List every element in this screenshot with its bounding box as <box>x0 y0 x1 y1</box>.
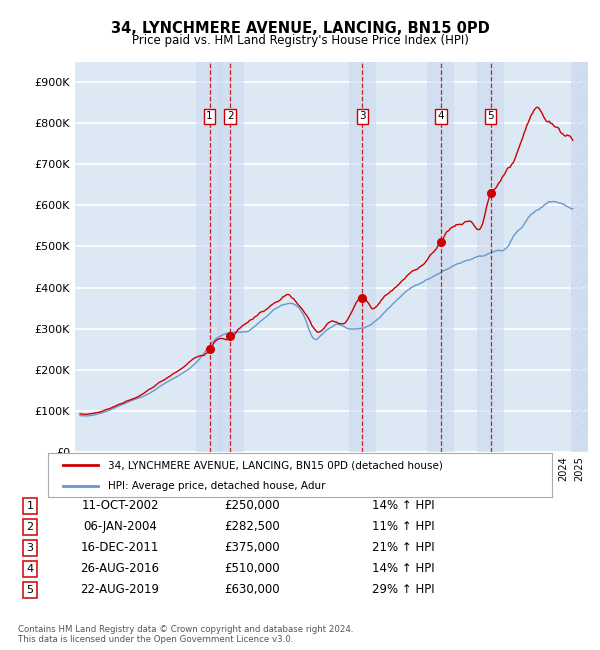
Text: 1: 1 <box>26 501 34 511</box>
Text: £250,000: £250,000 <box>224 499 280 512</box>
Text: 16-DEC-2011: 16-DEC-2011 <box>81 541 159 554</box>
Text: 22-AUG-2019: 22-AUG-2019 <box>80 584 160 597</box>
Text: Price paid vs. HM Land Registry's House Price Index (HPI): Price paid vs. HM Land Registry's House … <box>131 34 469 47</box>
Bar <box>477 62 504 452</box>
Text: Contains HM Land Registry data © Crown copyright and database right 2024.: Contains HM Land Registry data © Crown c… <box>18 625 353 634</box>
Text: 26-AUG-2016: 26-AUG-2016 <box>80 562 160 575</box>
Bar <box>217 62 244 452</box>
Text: £630,000: £630,000 <box>224 584 280 597</box>
Text: 5: 5 <box>487 111 494 122</box>
Text: 34, LYNCHMERE AVENUE, LANCING, BN15 0PD (detached house): 34, LYNCHMERE AVENUE, LANCING, BN15 0PD … <box>109 460 443 471</box>
Text: 14% ↑ HPI: 14% ↑ HPI <box>372 562 434 575</box>
Text: 34, LYNCHMERE AVENUE, LANCING, BN15 0PD: 34, LYNCHMERE AVENUE, LANCING, BN15 0PD <box>110 21 490 36</box>
Text: £282,500: £282,500 <box>224 521 280 534</box>
Text: £510,000: £510,000 <box>224 562 280 575</box>
Text: 4: 4 <box>437 111 444 122</box>
Bar <box>571 62 588 452</box>
Text: 21% ↑ HPI: 21% ↑ HPI <box>372 541 434 554</box>
Text: 4: 4 <box>26 564 34 574</box>
Text: 2: 2 <box>227 111 233 122</box>
Text: HPI: Average price, detached house, Adur: HPI: Average price, detached house, Adur <box>109 481 326 491</box>
Text: 2: 2 <box>26 522 34 532</box>
Text: This data is licensed under the Open Government Licence v3.0.: This data is licensed under the Open Gov… <box>18 635 293 644</box>
Text: 3: 3 <box>26 543 34 553</box>
Text: 06-JAN-2004: 06-JAN-2004 <box>83 521 157 534</box>
Text: 29% ↑ HPI: 29% ↑ HPI <box>372 584 434 597</box>
Text: 5: 5 <box>26 585 34 595</box>
Text: 11% ↑ HPI: 11% ↑ HPI <box>372 521 434 534</box>
Text: 11-OCT-2002: 11-OCT-2002 <box>81 499 159 512</box>
Bar <box>196 62 223 452</box>
Text: 1: 1 <box>206 111 213 122</box>
Text: £375,000: £375,000 <box>224 541 280 554</box>
Text: 14% ↑ HPI: 14% ↑ HPI <box>372 499 434 512</box>
Bar <box>427 62 454 452</box>
Text: 3: 3 <box>359 111 366 122</box>
Bar <box>349 62 376 452</box>
